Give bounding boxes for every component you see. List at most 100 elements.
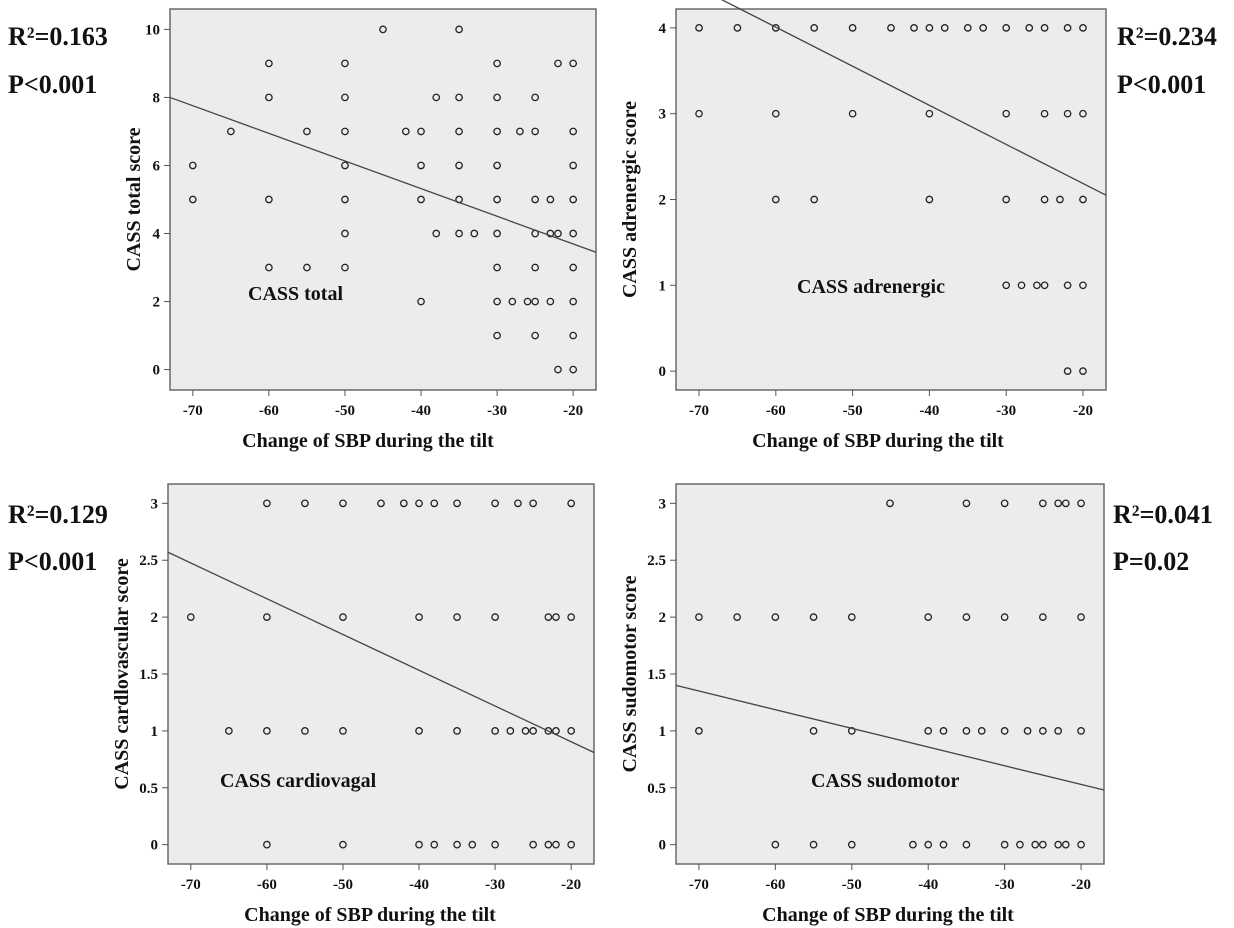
data-point <box>493 297 501 306</box>
data-point <box>544 727 553 735</box>
data-point <box>417 127 425 136</box>
data-point <box>341 195 349 204</box>
x-tick-label: -70 <box>689 877 709 893</box>
x-tick-label: -60 <box>765 877 785 893</box>
data-point <box>263 499 271 508</box>
data-point <box>1033 281 1041 290</box>
regression-line <box>167 551 595 754</box>
data-point <box>1039 727 1047 735</box>
data-point <box>506 727 515 735</box>
data-point <box>1063 109 1072 118</box>
data-point <box>810 24 819 32</box>
data-point <box>265 93 273 102</box>
chart-panel-total: -70 -60 -50 -40 -30 -20 0 2 4 6 8 10 CASS total Chang… <box>8 8 597 452</box>
x-tick-label: -70 <box>183 403 203 419</box>
data-point <box>417 195 425 204</box>
regression-line <box>169 96 597 253</box>
data-point <box>531 331 539 340</box>
data-point <box>1063 281 1072 290</box>
data-point <box>529 727 537 735</box>
data-point <box>491 499 499 508</box>
data-point <box>939 727 948 735</box>
data-point <box>1000 727 1009 735</box>
y-tick-label: 4 <box>659 21 667 37</box>
data-point <box>493 229 501 238</box>
data-point <box>847 727 856 735</box>
data-point <box>1077 840 1085 849</box>
data-point <box>809 727 818 735</box>
x-tick-label: -30 <box>996 403 1016 419</box>
data-point <box>263 613 271 621</box>
data-point <box>377 499 385 508</box>
data-point <box>962 840 971 849</box>
data-point <box>401 127 410 136</box>
data-point <box>263 840 271 849</box>
y-tick-label: 3 <box>659 107 667 123</box>
chart-panel-adrenergic: -70 -60 -50 -40 -30 -20 0 1 2 3 4 CASS adrenergic Ch… <box>619 0 1217 452</box>
data-point <box>493 331 501 340</box>
data-point <box>493 161 501 170</box>
data-point <box>1039 499 1047 508</box>
data-point <box>1077 727 1085 735</box>
plot-area <box>675 8 1107 391</box>
x-axis-label: Change of SBP during the tilt <box>242 430 494 452</box>
y-axis-label: CASS cardlovascular score <box>111 558 133 790</box>
data-point <box>227 127 235 136</box>
data-point <box>546 195 555 204</box>
y-tick-label: 1.5 <box>139 667 158 683</box>
data-point <box>809 613 818 621</box>
data-point <box>1000 840 1009 849</box>
x-axis-label: Change of SBP during the tilt <box>762 904 1014 926</box>
data-point <box>1079 367 1087 375</box>
p-value-label: P<0.001 <box>8 547 97 576</box>
data-point <box>733 24 742 32</box>
x-tick-label: -20 <box>1073 403 1093 419</box>
data-point <box>514 499 522 508</box>
r-squared-label: R²=0.129 <box>8 500 108 529</box>
data-point <box>455 229 463 238</box>
data-point <box>339 727 347 735</box>
data-point <box>339 840 347 849</box>
data-point <box>886 499 894 508</box>
data-point <box>468 840 477 849</box>
data-point <box>1056 195 1064 204</box>
data-point <box>940 24 949 32</box>
data-point <box>1002 24 1011 32</box>
data-point <box>695 727 703 735</box>
data-point <box>1039 840 1047 849</box>
data-point <box>415 613 423 621</box>
data-point <box>1054 727 1062 735</box>
data-point <box>809 840 818 849</box>
data-point <box>339 613 347 621</box>
x-tick-label: -50 <box>843 403 863 419</box>
data-point <box>569 161 578 170</box>
data-point <box>847 613 856 621</box>
data-point <box>554 59 562 68</box>
y-tick-label: 0 <box>153 363 161 379</box>
x-tick-label: -70 <box>181 877 201 893</box>
data-point <box>455 93 463 102</box>
y-tick-label: 4 <box>153 227 161 243</box>
data-point <box>430 840 439 849</box>
data-point <box>455 161 463 170</box>
data-point <box>301 499 309 508</box>
data-point <box>265 59 273 68</box>
chart-panel-sudomotor: -70 -60 -50 -40 -30 -20 0 0.5 1 1.5 2 2.5 3 CASS sudo… <box>619 483 1213 926</box>
x-tick-label: -40 <box>411 403 431 419</box>
data-point <box>695 613 703 621</box>
y-tick-label: 1 <box>659 278 667 294</box>
r-squared-label: R²=0.041 <box>1113 500 1213 529</box>
data-point <box>544 840 553 849</box>
r-squared-label: R²=0.163 <box>8 22 108 51</box>
data-point <box>529 499 537 508</box>
data-point <box>263 727 271 735</box>
data-point <box>1054 840 1062 849</box>
y-tick-label: 1 <box>151 724 159 740</box>
data-point <box>341 263 349 272</box>
data-point <box>771 109 780 118</box>
plot-area <box>167 483 595 865</box>
data-point <box>493 93 501 102</box>
data-point <box>303 263 311 272</box>
data-point <box>470 229 479 238</box>
data-point <box>493 59 501 68</box>
